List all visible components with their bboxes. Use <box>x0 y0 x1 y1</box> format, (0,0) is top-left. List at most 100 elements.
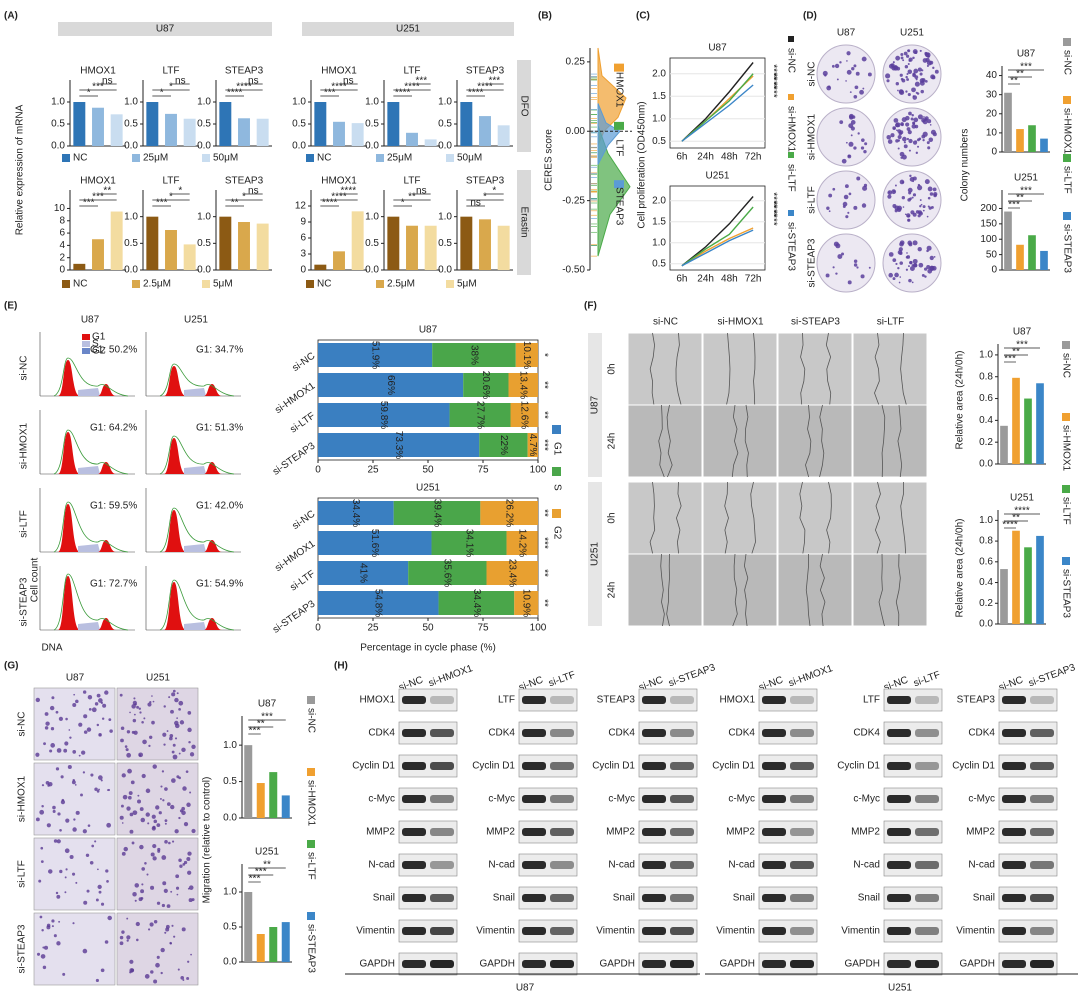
y-tick-label: 1.0 <box>979 515 993 526</box>
bar-segment <box>318 591 439 615</box>
cell <box>174 737 178 740</box>
cell <box>104 690 109 695</box>
bar <box>281 922 290 962</box>
legend-label: si-HMOX1 <box>305 780 316 827</box>
band <box>790 762 814 770</box>
legend-swatch <box>306 154 314 162</box>
chart-title: HMOX1 <box>321 176 357 187</box>
y-tick-label: 0.5 <box>365 238 379 249</box>
colony <box>892 258 897 263</box>
blot <box>398 721 458 745</box>
legend-swatch <box>552 467 561 476</box>
colony <box>860 146 865 150</box>
bar <box>219 102 232 146</box>
sig-label: * <box>87 88 91 99</box>
bar-segment <box>318 501 394 525</box>
legend-label: si-HMOX1 <box>785 106 796 153</box>
bar-segment <box>527 433 538 457</box>
protein-label: GAPDH <box>959 959 995 970</box>
legend-label: si-STEAP3 <box>305 924 316 973</box>
band <box>642 927 666 935</box>
band <box>642 762 666 770</box>
value-label: 4.7% <box>527 434 538 457</box>
column-label: U87 <box>837 28 856 39</box>
hist-peak <box>58 432 80 474</box>
y-tick-label: 3 <box>300 249 306 260</box>
band <box>522 762 546 770</box>
colony <box>895 262 898 266</box>
cell <box>177 968 180 971</box>
cell <box>98 775 103 780</box>
cell <box>178 707 181 711</box>
hist-peak <box>58 576 80 630</box>
wound-edge <box>819 553 826 627</box>
cell <box>100 779 103 782</box>
cell <box>75 699 79 704</box>
cell-label-bg <box>588 482 602 626</box>
y-tick-label: 9 <box>300 217 306 228</box>
bar <box>165 230 177 270</box>
protein-label: CDK4 <box>853 728 880 739</box>
colony <box>887 194 892 199</box>
legend-swatch <box>788 152 794 158</box>
protein-label: Cyclin D1 <box>712 761 755 772</box>
colony <box>885 73 891 79</box>
y-tick-label: 0.5 <box>438 119 452 130</box>
band <box>790 828 814 836</box>
colony <box>896 129 898 132</box>
cell <box>157 847 161 852</box>
cell <box>153 979 158 984</box>
x-tick-label: 24h <box>697 274 714 285</box>
blot <box>638 688 698 712</box>
cell <box>72 872 76 876</box>
colony <box>847 154 852 159</box>
cell <box>186 976 190 980</box>
colony <box>919 49 922 52</box>
band <box>1030 894 1054 902</box>
bar <box>269 772 278 818</box>
band <box>402 762 426 770</box>
band <box>550 960 574 968</box>
cell <box>35 817 40 822</box>
blot <box>758 754 818 778</box>
x-tick-label: 72h <box>745 274 762 285</box>
cell <box>131 841 135 845</box>
colony <box>929 192 934 196</box>
colony <box>854 85 859 90</box>
colony <box>919 72 923 76</box>
value-label: 38% <box>468 345 479 365</box>
colony <box>912 56 915 60</box>
protein-label: MMP2 <box>966 827 995 838</box>
bar <box>256 934 265 962</box>
colony <box>927 268 933 274</box>
legend-label: si-STEAP3 <box>1060 569 1071 618</box>
bar <box>479 116 491 146</box>
cell <box>100 968 105 973</box>
y-tick-label: 0.00 <box>566 126 586 137</box>
band <box>402 828 426 836</box>
bar-segment <box>431 531 507 555</box>
band <box>887 894 911 902</box>
colony <box>896 207 902 212</box>
band <box>1030 762 1054 770</box>
cell <box>35 697 41 703</box>
cell <box>45 721 50 726</box>
cell <box>57 812 61 816</box>
colony <box>899 251 903 256</box>
sig-label: **** <box>767 192 778 208</box>
cell <box>109 729 113 733</box>
chart-title: U87 <box>1013 327 1032 338</box>
y-tick-label: 0.5 <box>197 238 211 249</box>
cell <box>60 800 66 805</box>
cell <box>182 862 186 866</box>
colony-well <box>816 233 876 293</box>
cell <box>152 700 155 703</box>
cell <box>179 720 185 725</box>
blot <box>398 853 458 877</box>
bar <box>424 225 437 270</box>
y-tick-label: 0.0 <box>979 619 993 630</box>
series-line <box>681 196 754 267</box>
cell <box>43 945 49 950</box>
cell <box>166 904 171 908</box>
gene-label: LTF <box>613 139 624 156</box>
